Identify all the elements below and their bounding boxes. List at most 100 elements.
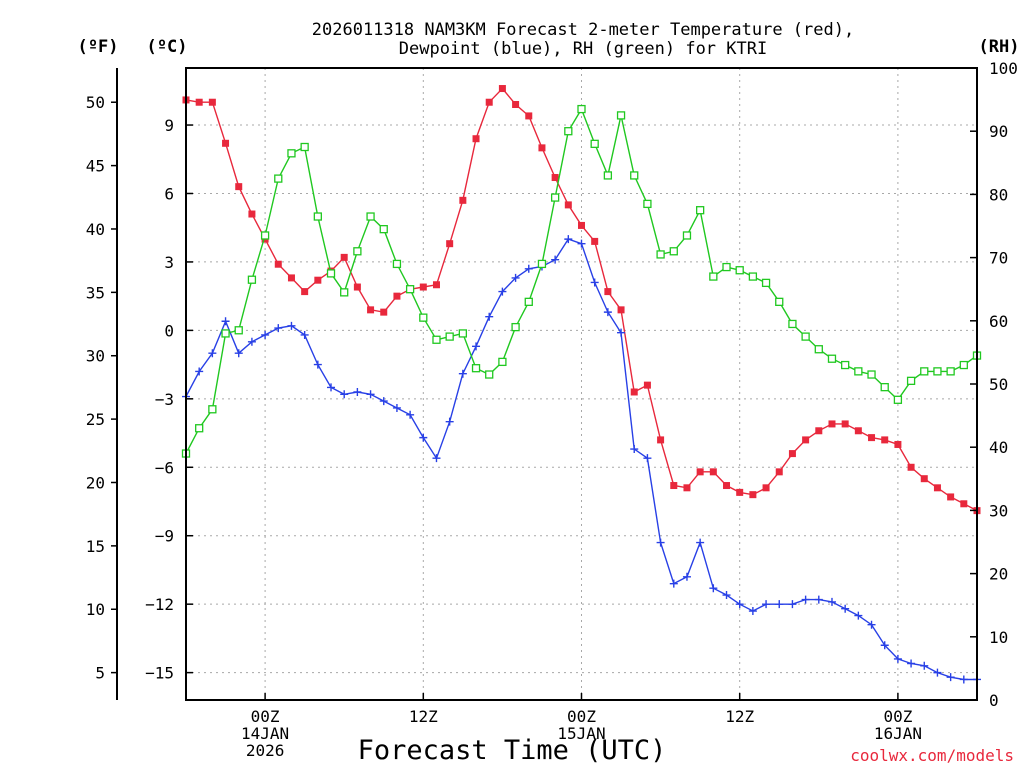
data-point-rh bbox=[313, 212, 322, 221]
data-point-2-meter-temperature bbox=[353, 283, 361, 291]
x-tick-label: 12Z bbox=[725, 707, 754, 726]
data-point-rh bbox=[709, 272, 718, 281]
fahrenheit-tick-label: 10 bbox=[86, 600, 105, 619]
data-point-rh bbox=[392, 259, 402, 269]
data-point-dewpoint bbox=[261, 330, 270, 339]
data-point-rh bbox=[722, 262, 731, 272]
data-point-dewpoint bbox=[195, 367, 204, 376]
rh-tick-label: 40 bbox=[989, 438, 1008, 457]
data-point-rh bbox=[696, 206, 705, 215]
data-point-2-meter-temperature bbox=[762, 484, 770, 492]
x-axis-title: Forecast Time (UTC) bbox=[358, 735, 667, 766]
data-point-dewpoint bbox=[551, 255, 560, 264]
data-point-rh bbox=[445, 332, 454, 341]
data-point-dewpoint bbox=[432, 454, 441, 463]
data-point-2-meter-temperature bbox=[736, 488, 744, 496]
data-point-dewpoint bbox=[827, 597, 836, 606]
data-point-rh bbox=[195, 424, 204, 433]
data-point-2-meter-temperature bbox=[287, 274, 295, 282]
data-point-2-meter-temperature bbox=[195, 98, 203, 106]
data-point-rh bbox=[748, 272, 758, 281]
data-point-2-meter-temperature bbox=[854, 427, 862, 435]
rh-tick-label: 70 bbox=[989, 249, 1008, 268]
chart-title-line-2: Dewpoint (blue), RH (green) for KTRI bbox=[399, 39, 767, 59]
data-point-rh bbox=[814, 345, 823, 354]
series-rh bbox=[181, 104, 982, 458]
data-point-dewpoint bbox=[959, 675, 968, 684]
data-point-rh bbox=[353, 247, 362, 256]
rh-tick-label: 0 bbox=[989, 691, 999, 710]
data-point-rh bbox=[590, 139, 599, 148]
data-point-dewpoint bbox=[643, 454, 652, 463]
data-point-2-meter-temperature bbox=[248, 210, 256, 218]
data-point-2-meter-temperature bbox=[868, 434, 876, 442]
data-point-rh bbox=[761, 278, 771, 288]
data-point-rh bbox=[603, 171, 613, 180]
data-point-dewpoint bbox=[682, 572, 691, 581]
rh-tick-label: 10 bbox=[989, 628, 1008, 647]
rh-tick-label: 20 bbox=[989, 565, 1008, 584]
data-point-rh bbox=[920, 367, 929, 376]
data-point-2-meter-temperature bbox=[788, 450, 796, 458]
data-point-rh bbox=[379, 225, 388, 234]
data-point-2-meter-temperature bbox=[723, 482, 731, 490]
data-point-dewpoint bbox=[603, 308, 612, 317]
data-point-dewpoint bbox=[221, 317, 230, 326]
data-point-dewpoint bbox=[814, 595, 823, 604]
data-point-dewpoint bbox=[788, 600, 797, 609]
plot-frame bbox=[185, 67, 978, 701]
data-point-rh bbox=[498, 357, 507, 367]
series-2-meter-temperature bbox=[182, 85, 981, 515]
data-point-dewpoint bbox=[801, 595, 810, 604]
data-point-2-meter-temperature bbox=[657, 436, 665, 444]
data-point-2-meter-temperature bbox=[920, 475, 928, 483]
data-point-rh bbox=[577, 104, 586, 114]
fahrenheit-tick-label: 40 bbox=[86, 220, 105, 239]
data-point-rh bbox=[643, 199, 652, 209]
data-point-rh bbox=[616, 111, 626, 120]
rh-tick-label: 30 bbox=[989, 501, 1008, 520]
data-point-dewpoint bbox=[419, 433, 428, 442]
data-point-rh bbox=[788, 319, 797, 329]
series-layer bbox=[181, 85, 982, 684]
celsius-tick-label: −3 bbox=[155, 390, 174, 409]
data-point-dewpoint bbox=[472, 342, 481, 351]
data-point-2-meter-temperature bbox=[340, 253, 348, 261]
fahrenheit-tick-label: 5 bbox=[95, 664, 105, 683]
fahrenheit-tick-label: 25 bbox=[86, 410, 105, 429]
data-point-2-meter-temperature bbox=[301, 288, 309, 296]
data-point-2-meter-temperature bbox=[222, 139, 230, 147]
data-point-dewpoint bbox=[564, 235, 573, 244]
data-point-rh bbox=[260, 231, 270, 240]
data-point-2-meter-temperature bbox=[367, 306, 375, 314]
data-point-dewpoint bbox=[762, 600, 771, 609]
data-point-rh bbox=[524, 297, 533, 306]
data-point-2-meter-temperature bbox=[709, 468, 717, 476]
chart-title-line-1: 2026011318 NAM3KM Forecast 2-meter Tempe… bbox=[312, 20, 854, 40]
data-point-2-meter-temperature bbox=[815, 427, 823, 435]
watermark: coolwx.com/models bbox=[850, 746, 1014, 765]
celsius-tick-label: −6 bbox=[155, 458, 174, 477]
x-tick-label: 00Z bbox=[567, 707, 596, 726]
data-point-rh bbox=[326, 269, 336, 278]
data-point-dewpoint bbox=[274, 324, 283, 333]
data-point-dewpoint bbox=[327, 383, 336, 392]
fahrenheit-tick-label: 30 bbox=[86, 347, 105, 366]
celsius-tick-label: 3 bbox=[164, 253, 174, 272]
data-point-2-meter-temperature bbox=[749, 491, 757, 499]
data-point-2-meter-temperature bbox=[828, 420, 836, 428]
data-point-dewpoint bbox=[458, 369, 467, 378]
data-point-rh bbox=[682, 231, 692, 240]
data-point-2-meter-temperature bbox=[235, 183, 243, 191]
data-point-rh bbox=[841, 360, 850, 370]
data-point-rh bbox=[458, 329, 468, 338]
rh-tick-label: 50 bbox=[989, 375, 1008, 394]
data-point-2-meter-temperature bbox=[578, 221, 585, 229]
data-point-2-meter-temperature bbox=[604, 288, 612, 296]
data-point-rh bbox=[471, 364, 481, 373]
data-point-dewpoint bbox=[933, 668, 942, 677]
data-point-dewpoint bbox=[406, 410, 415, 419]
data-point-2-meter-temperature bbox=[670, 482, 678, 490]
x-tick-label: 00Z bbox=[883, 707, 912, 726]
